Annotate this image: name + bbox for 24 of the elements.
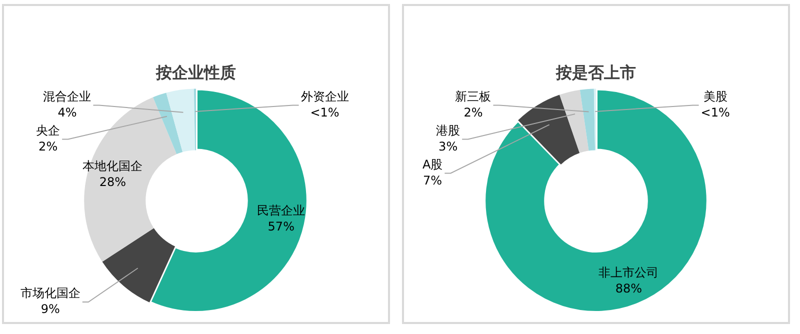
data-label: 28% (99, 175, 126, 190)
slice-label: 民营企业 (257, 203, 306, 218)
slice-label: A股 (422, 157, 443, 172)
slice-label: 美股 (703, 89, 728, 104)
data-label: <1% (310, 105, 340, 120)
slice-label: 外资企业 (300, 89, 349, 104)
slice-label: 本地化国企 (82, 159, 143, 174)
slice-label: 市场化国企 (20, 286, 80, 300)
data-label: 2% (38, 139, 58, 154)
chart-title: 按企业性质 (155, 62, 236, 82)
slice-label: 非上市公司 (598, 265, 659, 280)
slice-label: 新三板 (455, 89, 492, 104)
data-label: 7% (423, 173, 442, 188)
data-label: 9% (40, 302, 60, 316)
data-label: 3% (438, 139, 458, 154)
data-label: 57% (268, 219, 294, 234)
slice-label: 港股 (436, 123, 460, 138)
chart-title: 按是否上市 (555, 62, 636, 82)
data-label: 88% (615, 281, 642, 296)
slice-label: 混合企业 (43, 89, 92, 104)
slice-label: 央企 (36, 123, 60, 138)
data-label: 2% (464, 105, 483, 120)
data-label: <1% (700, 105, 730, 120)
data-label: 4% (58, 105, 77, 120)
